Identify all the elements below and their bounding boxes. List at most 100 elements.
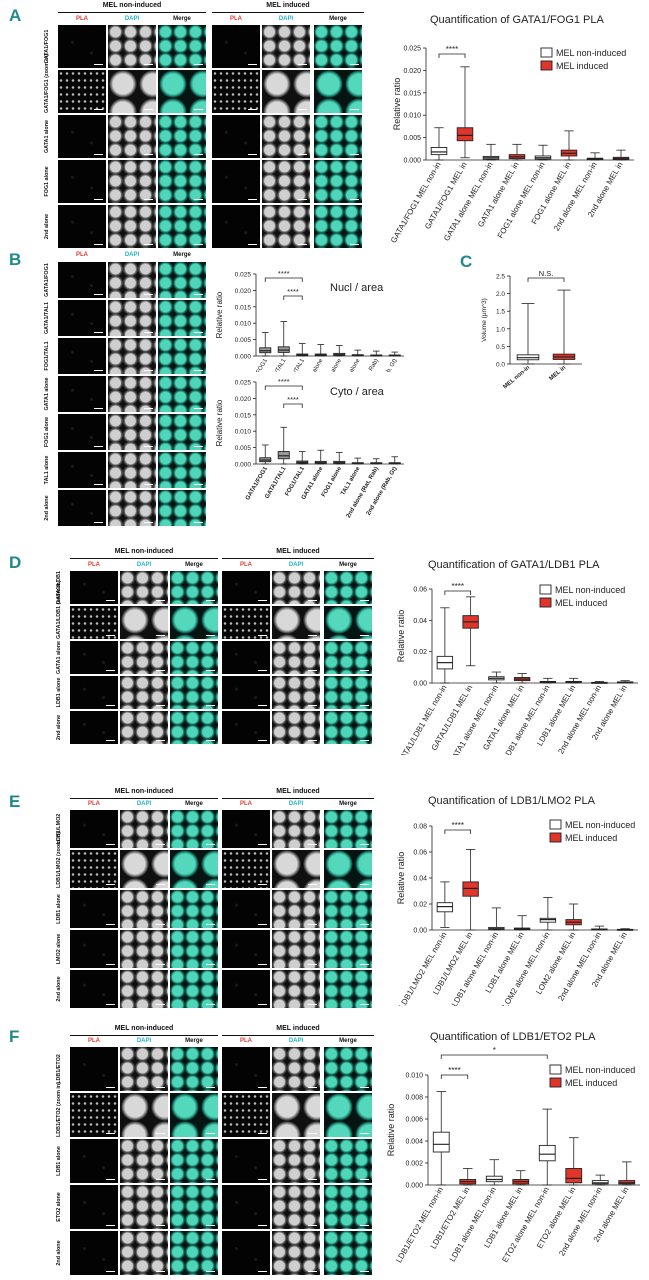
y-tick-label: 0.015 (403, 90, 421, 97)
noninduced-header: MEL non-induced (114, 788, 174, 795)
y-tick-label: 0.5 (496, 344, 505, 351)
dapi-image (120, 1093, 168, 1137)
dapi-image (108, 490, 156, 526)
merge-image (170, 711, 218, 744)
legend-label: MEL induced (556, 61, 608, 71)
y-tick-label: 1.0 (496, 326, 505, 333)
merge-image (158, 300, 206, 336)
pla-image (58, 376, 106, 412)
col-dapi: DAPI (278, 16, 294, 22)
dapi-image (272, 1139, 320, 1183)
merge-image (324, 571, 372, 604)
significance-label: * (493, 1046, 496, 1055)
chart-b2-title: Cyto / area (330, 386, 384, 398)
dapi-image (120, 850, 168, 888)
y-tick-label: 0.025 (235, 380, 252, 387)
y-tick-label: 0.04 (413, 618, 427, 625)
legend-swatch (549, 832, 562, 843)
y-tick-label: 0.006 (405, 1117, 423, 1124)
y-tick-label: 0.08 (413, 824, 427, 831)
dapi-image (120, 1231, 168, 1275)
dapi-image (120, 676, 168, 709)
dapi-image (108, 300, 156, 336)
pla-image (222, 676, 270, 709)
box (436, 902, 454, 913)
significance-bracket (264, 385, 303, 390)
col-merge: Merge (185, 1038, 203, 1044)
box (538, 1144, 556, 1162)
pla-image (58, 70, 106, 113)
group-underline (212, 12, 364, 13)
merge-image (324, 890, 372, 928)
legend-label: MEL non-induced (556, 48, 626, 58)
pla-image (58, 452, 106, 488)
chart-f-title: Quantification of LDB1/ETO2 PLA (430, 1031, 596, 1043)
row-label: FOG1 alone (44, 166, 50, 197)
merge-image (170, 810, 218, 848)
significance-bracket (264, 277, 303, 282)
merge-image (170, 850, 218, 888)
significance-bracket (438, 53, 466, 58)
merge-image (170, 641, 218, 674)
x-tick-label: LDB1/ETO2 MEL non-in (394, 1186, 445, 1265)
significance-label: **** (278, 269, 290, 278)
group-underline (70, 1035, 218, 1036)
chart-e: 0.00 0.02 0.04 0.06 0.08 Relative ratio LDB1/L… (396, 819, 638, 1007)
legend-swatch (539, 584, 552, 595)
row-label: GATA1 alone (44, 377, 50, 411)
row-label: GATA1/LDB1 (zoom in) (56, 580, 62, 640)
dapi-image (108, 70, 156, 113)
dapi-image (120, 970, 168, 1008)
merge-image (158, 70, 206, 113)
induced-header: MEL induced (266, 2, 310, 9)
col-merge: Merge (339, 801, 357, 807)
pla-image (58, 338, 106, 374)
merge-image (158, 452, 206, 488)
y-tick-label: 0.020 (235, 288, 252, 295)
merge-image (324, 711, 372, 744)
merge-image (170, 930, 218, 968)
row-label: FOG1 alone (44, 416, 50, 448)
merge-image (158, 490, 206, 526)
significance-label: **** (452, 821, 464, 830)
row-label: LMO2 alone (56, 933, 62, 965)
legend-swatch (540, 47, 553, 58)
y-tick-label: 0.00 (413, 928, 427, 935)
pla-image (58, 115, 106, 158)
y-tick-label: 0.002 (405, 1161, 423, 1168)
col-merge: Merge (173, 252, 191, 258)
col-pla: PLA (76, 252, 88, 258)
induced-header: MEL induced (276, 788, 320, 795)
col-pla: PLA (240, 801, 252, 807)
dapi-image (272, 810, 320, 848)
merge-image (314, 70, 362, 113)
x-tick-label: FOG1 alone MEL non-in (496, 161, 547, 240)
y-axis-label: Relative ratio (215, 399, 224, 446)
col-merge: Merge (329, 16, 347, 22)
pla-image (222, 850, 270, 888)
merge-image (170, 970, 218, 1008)
merge-image (314, 25, 362, 68)
merge-image (158, 376, 206, 412)
x-tick-label: LOM2 alone MEL non-in (501, 931, 552, 1007)
col-merge: Merge (185, 801, 203, 807)
y-tick-label: 0.04 (413, 876, 427, 883)
legend-label: MEL non-induced (565, 820, 635, 830)
significance-label: **** (452, 582, 464, 591)
pla-image (212, 160, 260, 203)
noninduced-header: MEL non-induced (102, 2, 162, 9)
panel-b: B PLA DAPI Merge GATA1/FOG1 GATA1/TAL1 FOG… (0, 250, 649, 526)
merge-image (324, 930, 372, 968)
row-label: 2nd alone (56, 976, 62, 1002)
y-axis-label: Relative ratio (215, 291, 224, 338)
y-tick-label: 0.000 (235, 354, 252, 361)
box (462, 881, 479, 897)
x-tick-label: MEL non-in (502, 365, 531, 391)
pla-image (70, 930, 118, 968)
pla-image (222, 606, 270, 639)
significance-label: N.S. (539, 269, 554, 278)
x-tick-label: ETO2 alone MEL non-in (500, 1186, 550, 1264)
significance-bracket (440, 1074, 469, 1079)
pla-image (70, 1231, 118, 1275)
box (539, 917, 557, 923)
